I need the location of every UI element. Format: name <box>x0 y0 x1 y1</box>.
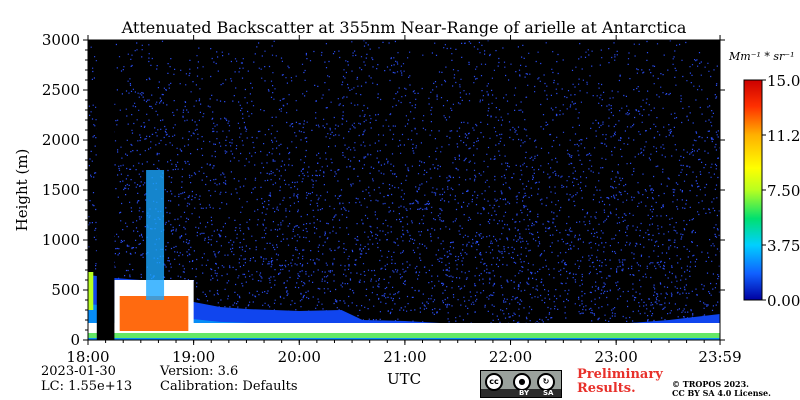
y-tick-label: 1000 <box>42 231 80 249</box>
x-tick-label: 23:00 <box>595 348 638 366</box>
x-axis-label: UTC <box>387 370 421 388</box>
x-tick-label: 23:59 <box>698 348 741 366</box>
preliminary-line-1: Preliminary <box>577 367 663 382</box>
copyright-line-2: CC BY SA 4.0 License. <box>672 388 771 398</box>
signal-layer <box>88 40 720 340</box>
footer-version: Version: 3.6 <box>160 364 239 379</box>
cc-sa-label: SA <box>543 389 554 397</box>
colorbar-tick-label: 7.50 <box>767 182 800 200</box>
footer-lc: LC: 1.55e+13 <box>41 379 133 394</box>
colorbar-tick-label: 11.25 <box>767 127 800 145</box>
data-gap <box>96 40 115 340</box>
y-tick-label: 3000 <box>42 31 80 49</box>
y-axis: 0 500 1000 1500 2000 2500 3000 <box>42 31 725 349</box>
x-tick-label: 19:00 <box>172 348 215 366</box>
x-tick-label: 20:00 <box>278 348 321 366</box>
colorbar-tick-label: 0.00 <box>767 292 800 310</box>
y-tick-label: 2000 <box>42 131 80 149</box>
y-tick-label: 1500 <box>42 181 80 199</box>
preliminary-line-2: Results. <box>577 381 636 396</box>
cloud-column <box>146 170 165 300</box>
footer-date: 2023-01-30 <box>41 364 116 379</box>
cc-license-badge: cc ● ↻ BY SA <box>480 370 562 398</box>
y-tick-label: 0 <box>70 331 80 349</box>
y-tick-label: 500 <box>51 281 80 299</box>
share-alike-icon: ↻ <box>537 373 555 391</box>
copyright-line-1: © TROPOS 2023. <box>672 379 749 389</box>
footer-calibration: Calibration: Defaults <box>160 379 298 394</box>
colorbar-ticks: 15.00 11.25 7.50 3.75 0.00 <box>762 72 800 310</box>
x-tick-label: 18:00 <box>66 348 109 366</box>
saturated-near-surface-band <box>88 323 720 333</box>
chart-title: Attenuated Backscatter at 355nm Near-Ran… <box>121 18 687 37</box>
copyright-notice: © TROPOS 2023. CC BY SA 4.0 License. <box>672 380 771 398</box>
left-edge-signal <box>88 272 94 310</box>
colorbar <box>743 79 763 301</box>
x-tick-label: 22:00 <box>489 348 532 366</box>
colorbar-tick-label: 15.00 <box>767 72 800 90</box>
plot-area <box>88 40 720 340</box>
y-axis-label: Height (m) <box>13 149 31 232</box>
x-tick-label: 21:00 <box>383 348 426 366</box>
x-axis: 18:00 19:00 20:00 21:00 22:00 23:00 23:59 <box>66 35 742 366</box>
preliminary-notice: Preliminary Results. <box>577 368 663 396</box>
colorbar-unit-label: Mm⁻¹ * sr⁻¹ <box>728 50 795 63</box>
person-icon: ● <box>513 373 531 391</box>
y-tick-label: 2500 <box>42 81 80 99</box>
colorbar-tick-label: 3.75 <box>767 237 800 255</box>
near-surface-green-band <box>88 333 720 338</box>
cc-icon: cc <box>485 373 503 391</box>
cc-by-label: BY <box>519 389 530 397</box>
high-backscatter-region <box>119 296 189 331</box>
